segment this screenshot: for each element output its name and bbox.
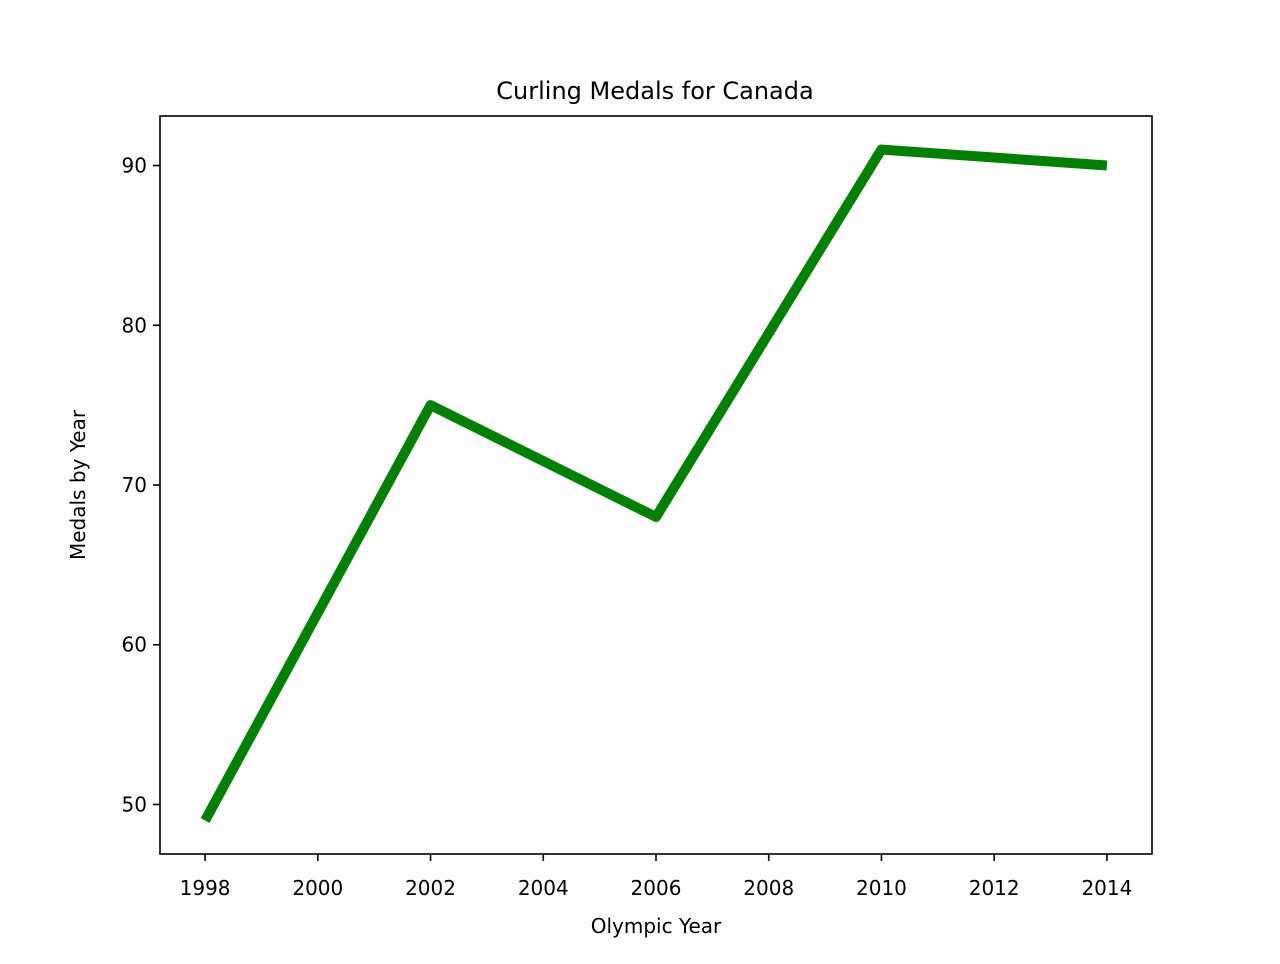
x-tick-label: 2008 xyxy=(743,876,794,900)
x-tick-label: 2000 xyxy=(292,876,343,900)
y-tick-label: 60 xyxy=(122,633,147,657)
y-axis-label: Medals by Year xyxy=(66,409,90,560)
x-tick-label: 2010 xyxy=(856,876,907,900)
x-tick-label: 2002 xyxy=(405,876,456,900)
x-tick-label: 2006 xyxy=(631,876,682,900)
series-line xyxy=(200,144,1108,823)
y-tick-label: 70 xyxy=(122,473,147,497)
plot-frame xyxy=(159,115,1153,855)
x-tick-label: 1998 xyxy=(180,876,231,900)
x-tick-label: 2012 xyxy=(969,876,1020,900)
x-axis-ticks: 1998 2000 2002 2004 2006 2008 2010 2012 2014 xyxy=(180,854,1132,900)
plot-area xyxy=(200,144,1108,823)
x-axis-label: Olympic Year xyxy=(591,914,722,938)
y-axis-ticks: 50 60 70 80 90 xyxy=(122,154,160,816)
y-tick-label: 50 xyxy=(122,792,147,816)
y-tick-label: 80 xyxy=(122,313,147,337)
chart-title: Curling Medals for Canada xyxy=(496,77,813,105)
x-tick-label: 2014 xyxy=(1081,876,1132,900)
y-tick-label: 90 xyxy=(122,154,147,178)
x-tick-label: 2004 xyxy=(518,876,569,900)
